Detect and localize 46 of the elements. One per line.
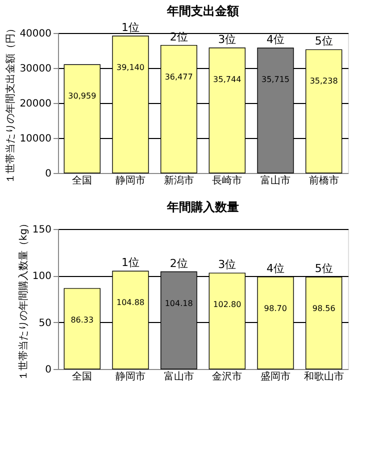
data-label: 102.80 [213,300,242,310]
data-label: 36,477 [164,72,193,82]
x-tick-label: 新潟市 [164,174,194,186]
data-label: 86.33 [70,315,94,324]
data-label: 35,715 [262,74,290,84]
annotation: 5位 [314,34,333,48]
y-axis-title: １世帯当たりの年間購入数量（kg） [17,218,30,381]
data-label: 104.18 [164,298,193,308]
annotation: 1位 [122,256,140,270]
annotation: 1位 [122,21,140,34]
data-label: 30,959 [68,92,96,101]
annotation: 2位 [170,256,188,270]
y-tick-label: 150 [32,224,52,236]
data-label: 98.70 [264,304,287,313]
annotation: 5位 [314,262,333,276]
chart-title: 年間購入数量 [166,200,239,214]
y-tick-label: 40000 [20,28,52,40]
data-label: 104.88 [116,298,144,308]
x-tick-label: 前橋市 [308,174,339,186]
y-tick-label: 10000 [20,134,52,144]
x-tick-label: 全国 [72,174,92,186]
y-tick-label: 100 [32,271,52,282]
annotation: 3位 [218,258,236,272]
data-label: 39,140 [116,63,144,72]
x-tick-label: 富山市 [260,174,290,186]
x-tick-label: 長崎市 [212,174,242,186]
y-tick-label: 50 [38,318,52,329]
x-tick-label: 富山市 [164,370,194,382]
y-axis-title: １世帯当たりの年間支出金額（円） [4,24,17,184]
annotation: 4位 [266,33,284,46]
x-tick-label: 静岡市 [116,174,146,186]
data-label: 98.56 [312,304,336,314]
y-tick-label: 0 [45,168,52,180]
x-tick-label: 金沢市 [212,370,242,382]
data-label: 35,238 [310,76,338,86]
x-tick-label: 全国 [72,370,92,382]
x-tick-label: 和歌山市 [304,370,344,382]
annotation: 3位 [218,32,236,46]
x-tick-label: 盛岡市 [260,370,290,382]
chart-title: 年間支出金額 [166,4,239,18]
y-tick-label: 30000 [20,64,52,74]
x-tick-label: 静岡市 [116,370,146,382]
annotation: 4位 [266,262,284,275]
y-tick-label: 20000 [20,98,52,110]
y-tick-label: 0 [45,364,52,376]
data-label: 35,744 [213,74,242,84]
